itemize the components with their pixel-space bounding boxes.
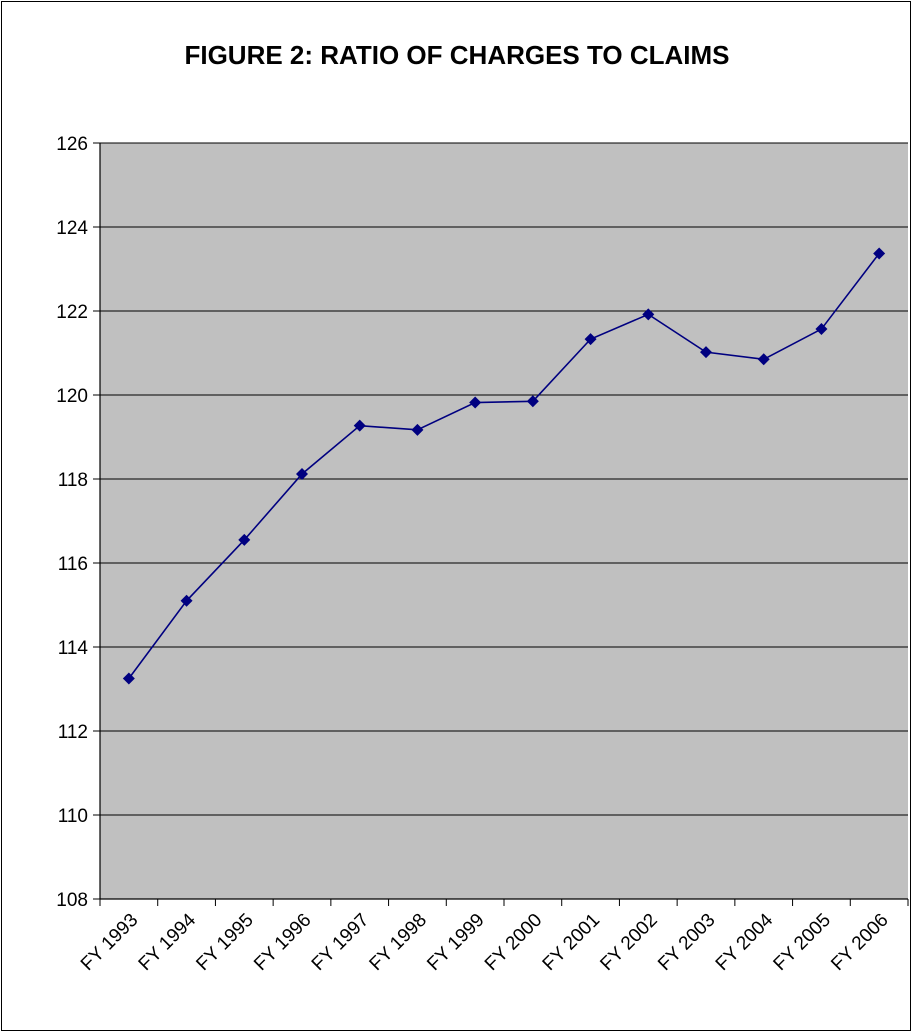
x-tick-label: FY 1993 [77,910,142,975]
data-point [469,396,482,409]
x-tick-label: FY 1997 [308,910,373,975]
y-tick-label: 116 [58,554,88,575]
x-tick-label: FY 1994 [135,909,201,975]
x-tick-label: FY 2005 [770,910,835,975]
plot-area [100,143,908,899]
gridlines [100,142,908,816]
data-point [873,247,886,260]
y-tick-label: 114 [58,638,89,659]
x-tick-label: FY 2006 [827,910,892,975]
y-tick-label: 126 [56,134,88,155]
data-point [757,353,770,366]
y-tick-label: 118 [58,470,88,491]
data-point [411,423,424,436]
data-point [180,594,193,607]
data-point [584,333,597,346]
x-tick-label: FY 2000 [481,910,546,975]
chart-title: FIGURE 2: RATIO OF CHARGES TO CLAIMS [184,40,729,70]
x-tick-label: FY 2002 [596,910,661,975]
y-tick-label: 122 [56,302,88,323]
x-tick-label: FY 1995 [192,910,257,975]
x-tick-label: FY 2004 [712,909,778,975]
series-line [128,252,880,679]
x-tick-label: FY 1999 [423,910,488,975]
y-tick-label: 108 [56,890,88,911]
y-tick-label: 124 [56,218,88,239]
data-point [238,533,251,546]
data-point [815,323,828,336]
data-point [122,672,135,685]
data-point [700,346,712,359]
data-point [642,308,655,321]
x-tick-label: FY 2003 [654,910,719,975]
x-tick-label: FY 1998 [366,910,431,975]
data-point [353,419,366,432]
axes [93,142,909,906]
y-tick-label: 120 [56,386,88,407]
x-tick-label: FY 1996 [250,910,315,975]
series-layer [122,247,886,685]
y-tick-labels: 108 110 112 114 116 118 120 122 124 126 [56,134,88,911]
data-point [526,395,539,408]
y-tick-label: 112 [58,722,88,743]
x-tick-label: FY 2001 [539,910,604,975]
y-tick-label: 110 [58,806,88,827]
data-point [296,467,308,480]
